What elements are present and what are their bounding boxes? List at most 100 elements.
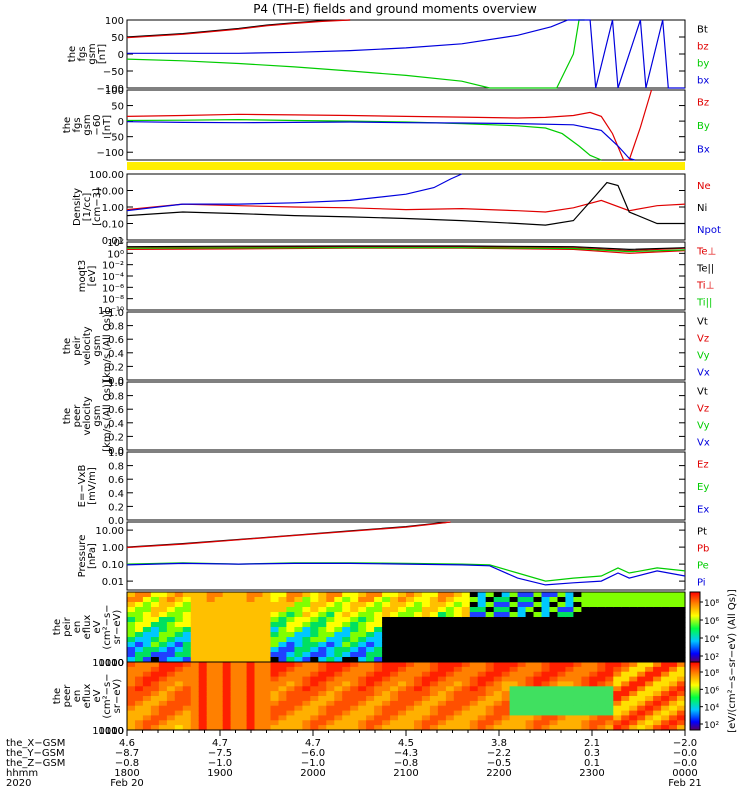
spectrogram-cell [214,681,224,687]
spectrogram-cell [501,662,511,668]
y-tick-label: 0.01 [102,577,124,588]
spectrogram-cell [135,607,144,613]
spectrogram-cell [222,681,232,687]
spectrogram-cell [158,662,168,668]
spectrogram-cell [206,715,216,721]
spectrogram-cell [661,622,670,628]
spectrogram-cell [190,627,200,633]
spectrogram-cell [429,696,439,702]
spectrogram-cell [549,725,559,731]
spectrogram-cell [445,705,455,712]
spectrogram-cell [374,705,383,712]
spectrogram-cell [302,602,311,608]
spectrogram-cell [485,691,495,697]
spectrogram-cell [294,676,303,683]
series-line-Bz [126,89,653,161]
spectrogram-cell [517,602,527,608]
spectrogram-cell [597,705,606,712]
spectrogram-cell [421,725,431,731]
spectrogram-cell [605,622,614,628]
spectrogram-cell [135,666,144,673]
spectrogram-cell [565,720,574,726]
spectrogram-cell [350,710,359,717]
spectrogram-cell [374,597,383,603]
spectrogram-cell [158,676,168,683]
spectrogram-cell [629,720,638,726]
spectrogram-cell [677,597,686,603]
spectrogram-cell [637,715,646,721]
spectrogram-cell [310,681,319,687]
spectrogram-cell [597,725,606,731]
spectrogram-cell [597,676,606,683]
spectrogram-cell [302,681,311,687]
spectrogram-cell [358,666,367,673]
spectrogram-cell [621,612,630,618]
spectrogram-cell [150,696,160,702]
spectrogram-cell [310,705,319,712]
spectrogram-cell [445,720,455,726]
spectrogram-cell [661,681,670,687]
spectrogram-cell [525,602,535,608]
spectrogram-cell [222,710,232,717]
spectrogram-cell [653,710,662,717]
spectrogram-cell [374,592,383,598]
spectrogram-cell [525,705,535,712]
spectrogram-cell [374,725,383,731]
spectrogram-cell [517,632,527,638]
spectrogram-cell [326,720,335,726]
spectrogram-cell [230,607,240,613]
spectrogram-cell [517,637,527,643]
spectrogram-cell [150,597,160,603]
spectrogram-cell [429,686,439,692]
spectrogram-cell [581,681,590,687]
spectrogram-cell [246,632,256,638]
spectrogram-cell [198,592,208,598]
spectrogram-cell [485,686,495,692]
y-tick-label: 100 [105,658,124,669]
spectrogram-cell [262,592,272,598]
spectrogram-cell [541,637,551,643]
spectrogram-cell [262,647,272,653]
spectrogram-cell [150,632,160,638]
spectrogram-cell [350,612,359,618]
spectrogram-cell [485,720,495,726]
spectrogram-cell [142,720,152,726]
spectrogram-cell [222,607,232,613]
spectrogram-cell [182,597,192,603]
spectrogram-cell [318,657,327,663]
x-tick-label: 4.6 [119,738,135,749]
spectrogram-cell [182,612,192,618]
spectrogram-cell [374,617,383,623]
spectrogram-cell [461,642,471,648]
spectrogram-cell [453,700,463,707]
spectrogram-cell [166,602,176,608]
spectrogram-cell [390,652,399,658]
spectrogram-cell [135,691,144,697]
spectrogram-cell [637,652,646,658]
spectrogram-cell [613,607,622,613]
spectrogram-cell [230,647,240,653]
spectrogram-cell [190,647,200,653]
spectrogram-cell [294,652,303,658]
spectrogram-cell [326,705,335,712]
spectrogram-cell [230,666,240,673]
spectrogram-cell [453,662,463,668]
spectrogram-cell [310,657,319,663]
spectrogram-cell [653,617,662,623]
spectrogram-cell [605,612,614,618]
spectrogram-cell [127,597,136,603]
spectrogram-cell [366,657,375,663]
spectrogram-cell [374,607,383,613]
spectrogram-cell [190,632,200,638]
spectrogram-cell [214,715,224,721]
spectrogram-cell [605,700,614,707]
spectrogram-cell [206,710,216,717]
spectrogram-cell [501,691,511,697]
spectrogram-cell [509,671,519,678]
spectrogram-cell [621,725,630,731]
spectrogram-cell [398,627,407,633]
spectrogram-cell [278,710,288,717]
spectrogram-cell [541,705,551,712]
spectrogram-cell [174,612,184,618]
spectrogram-cell [214,686,224,692]
